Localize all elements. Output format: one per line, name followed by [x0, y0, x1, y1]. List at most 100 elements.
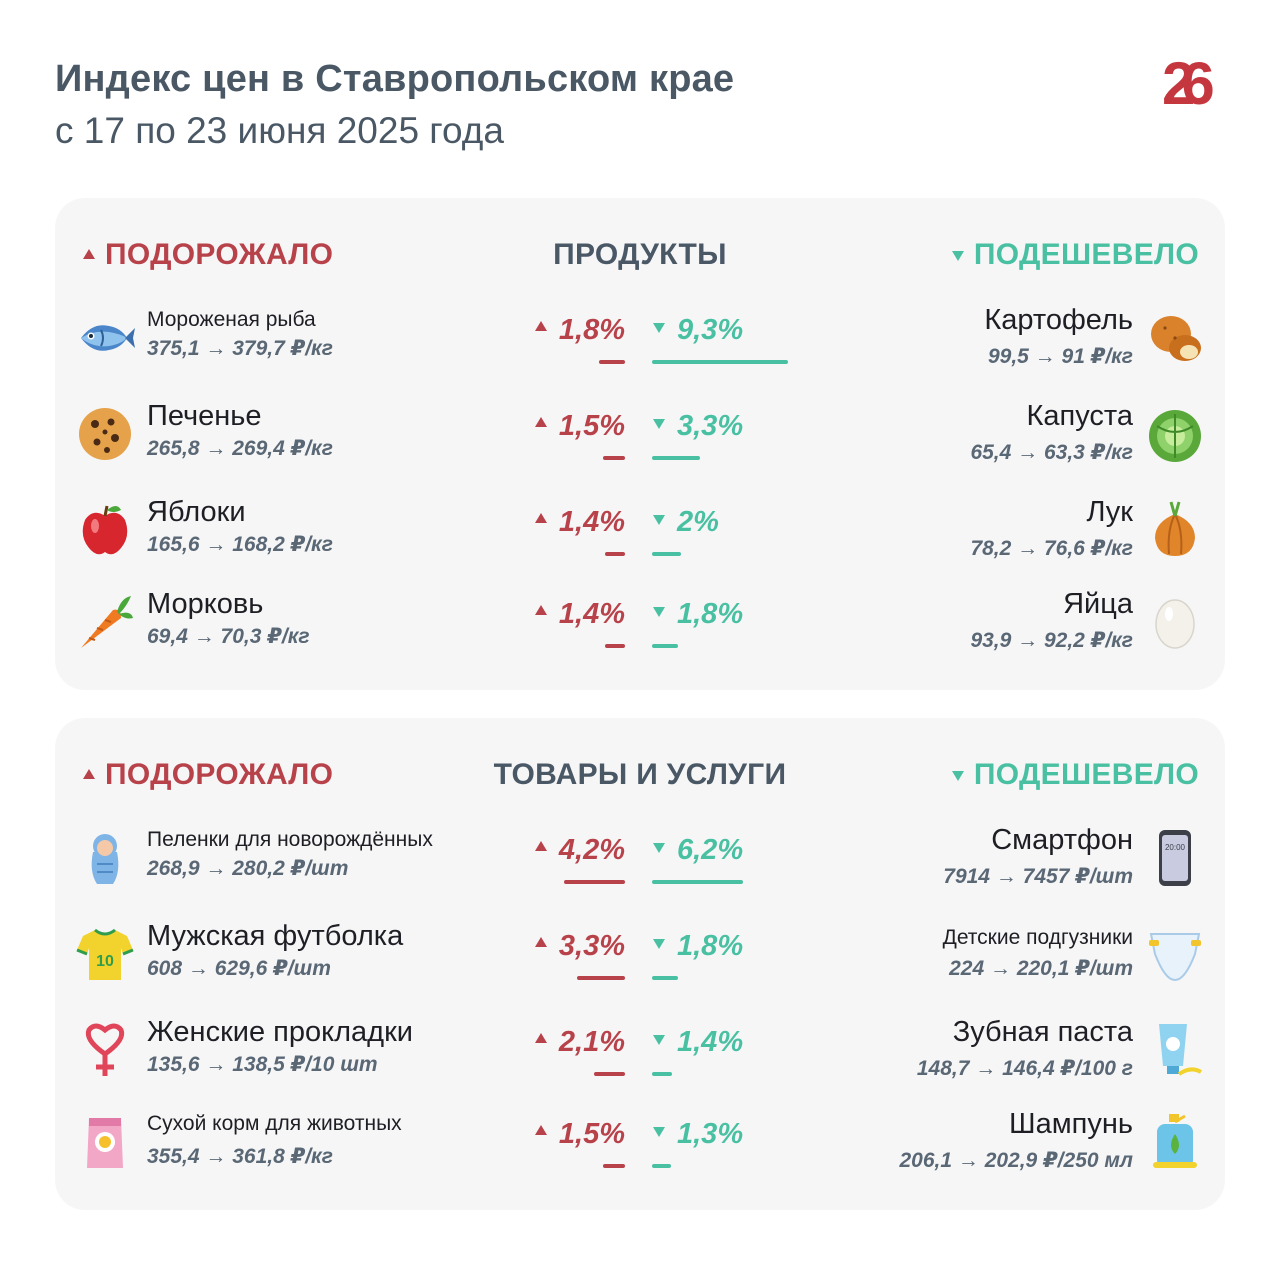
down-bar [652, 976, 678, 980]
item-price: 265,8 → 269,4 ₽/кг [147, 437, 333, 460]
onion-icon [1155, 501, 1195, 556]
item-name: Печенье [147, 400, 262, 432]
up-percent: 1,5% [534, 410, 625, 443]
down-bar [652, 1072, 672, 1076]
shampoo-icon [1153, 1114, 1197, 1168]
item-price: 375,1 → 379,7 ₽/кг [147, 337, 333, 360]
swaddled-baby-icon [91, 834, 119, 884]
products-row: Мороженая рыба 375,1 → 379,7 ₽/кг 1,8% 9… [55, 304, 1225, 384]
item-name: Мужская футболка [147, 920, 404, 952]
down-percent: 1,8% [653, 598, 743, 631]
logo-26-icon: 26 [1162, 50, 1227, 114]
item-name: Детские подгузники [942, 926, 1133, 949]
down-percent: 1,4% [653, 1026, 743, 1059]
goods-title: ТОВАРЫ И УСЛУГИ [493, 758, 787, 791]
item-price: 268,9 → 280,2 ₽/шт [147, 857, 349, 880]
products-panel: ПОДОРОЖАЛО ПРОДУКТЫ ПОДЕШЕВЕЛО Мороженая… [55, 198, 1225, 690]
goods-row: Женские прокладки 135,6 → 138,5 ₽/10 шт … [55, 1016, 1225, 1096]
up-percent: 4,2% [534, 834, 625, 867]
up-percent: 2,1% [534, 1026, 625, 1059]
down-triangle-icon [951, 771, 964, 781]
item-price: 135,6 → 138,5 ₽/10 шт [147, 1053, 378, 1076]
goods-panel: ПОДОРОЖАЛО ТОВАРЫ И УСЛУГИ ПОДЕШЕВЕЛО Пе… [55, 718, 1225, 1210]
item-name: Яйца [1063, 588, 1133, 620]
apple-icon [82, 505, 128, 555]
up-bar [577, 976, 625, 980]
item-name: Шампунь [1009, 1108, 1133, 1140]
up-bar [605, 552, 625, 556]
down-bar [652, 880, 743, 884]
up-triangle-icon [534, 417, 547, 427]
logo-text: 26 [1162, 50, 1213, 114]
item-price: 93,9 → 92,2 ₽/кг [970, 629, 1133, 652]
down-bar [652, 360, 788, 364]
down-percent: 1,8% [653, 930, 743, 963]
item-name: Капуста [1026, 400, 1133, 432]
shirt-number: 10 [96, 953, 114, 970]
item-name: Сухой корм для животных [147, 1112, 402, 1135]
pet-food-bag-icon [87, 1118, 123, 1168]
up-bar [599, 360, 625, 364]
up-bar [603, 456, 625, 460]
toothpaste-icon [1159, 1024, 1203, 1076]
up-triangle-icon [534, 841, 547, 851]
item-name: Морковь [147, 588, 264, 620]
item-price: 165,6 → 168,2 ₽/кг [147, 533, 333, 556]
down-bar [652, 1164, 671, 1168]
item-name: Лук [1086, 496, 1133, 528]
products-title: ПРОДУКТЫ [553, 238, 727, 271]
up-triangle-icon [534, 1033, 547, 1043]
page-subtitle: с 17 по 23 июня 2025 года [55, 110, 504, 151]
page-title: Индекс цен в Ставропольском крае [55, 58, 735, 100]
item-price: 608 → 629,6 ₽/шт [147, 957, 331, 980]
goods-row: Пеленки для новорождённых 268,9 → 280,2 … [55, 824, 1225, 904]
up-triangle-icon [534, 513, 547, 523]
potato-icon [1151, 316, 1201, 361]
item-name: Мороженая рыба [147, 308, 316, 331]
item-price: 69,4 → 70,3 ₽/кг [147, 625, 310, 648]
up-triangle-icon [534, 321, 547, 331]
products-row: Яблоки 165,6 → 168,2 ₽/кг 1,4% 2% Лук 78… [55, 496, 1225, 576]
item-price: 148,7 → 146,4 ₽/100 г [916, 1057, 1133, 1080]
goods-row: Сухой корм для животных 355,4 → 361,8 ₽/… [55, 1108, 1225, 1188]
down-triangle-icon [653, 1127, 665, 1137]
cabbage-icon [1149, 410, 1201, 462]
products-row: Печенье 265,8 → 269,4 ₽/кг 1,5% 3,3% Кап… [55, 400, 1225, 480]
item-price: 355,4 → 361,8 ₽/кг [147, 1145, 333, 1168]
products-row: Морковь 69,4 → 70,3 ₽/кг 1,4% 1,8% Яйца … [55, 588, 1225, 668]
item-price: 99,5 → 91 ₽/кг [987, 345, 1133, 368]
down-percent: 6,2% [653, 834, 743, 867]
down-percent: 1,3% [653, 1118, 743, 1151]
item-price: 224 → 220,1 ₽/шт [949, 957, 1133, 980]
up-bar [605, 644, 625, 648]
up-bar [603, 1164, 625, 1168]
goods-row: 10 Мужская футболка 608 → 629,6 ₽/шт 3,3… [55, 920, 1225, 1000]
down-triangle-icon [653, 323, 665, 333]
item-price: 206,1 → 202,9 ₽/250 мл [899, 1149, 1133, 1172]
item-name: Женские прокладки [147, 1016, 413, 1048]
item-name: Пеленки для новорождённых [147, 828, 433, 851]
down-triangle-icon [951, 251, 964, 261]
smartphone-icon: 20:00 [1159, 830, 1191, 886]
down-triangle-icon [653, 939, 665, 949]
down-bar [652, 456, 700, 460]
up-percent: 1,4% [534, 598, 625, 631]
up-triangle-icon [534, 1125, 547, 1135]
down-percent: 3,3% [653, 410, 743, 443]
products-up-header: ПОДОРОЖАЛО [83, 238, 333, 272]
football-shirt-icon: 10 [76, 928, 134, 980]
up-bar [564, 880, 625, 884]
item-price: 7914 → 7457 ₽/шт [943, 865, 1133, 888]
fish-icon [81, 325, 135, 351]
down-percent: 2% [653, 506, 719, 539]
up-bar [594, 1072, 625, 1076]
down-triangle-icon [653, 607, 665, 617]
down-bar [652, 644, 678, 648]
up-triangle-icon [534, 605, 547, 615]
down-triangle-icon [653, 515, 665, 525]
down-bar [652, 552, 681, 556]
female-sign-icon [85, 1023, 125, 1076]
up-percent: 1,5% [534, 1118, 625, 1151]
down-percent: 9,3% [653, 314, 743, 347]
diaper-icon [1149, 933, 1201, 982]
